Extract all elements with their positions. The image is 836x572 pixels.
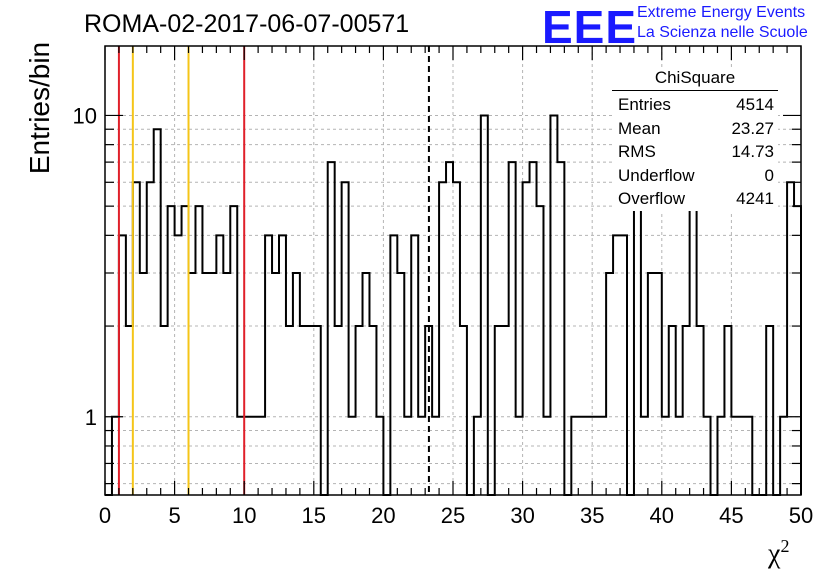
- stats-label: Underflow: [618, 165, 695, 185]
- logo-line-2: La Scienza nelle Scuole: [637, 24, 808, 41]
- x-tick-label: 40: [650, 503, 674, 528]
- y-axis-label: Entries/bin: [24, 41, 55, 175]
- logo-line-1: Extreme Energy Events: [637, 4, 806, 21]
- stats-row-mean: Mean 23.27: [612, 117, 778, 141]
- stats-row-rms: RMS 14.73: [612, 140, 778, 164]
- stats-row-underflow: Underflow 0: [612, 164, 778, 188]
- x-tick-label: 45: [719, 503, 743, 528]
- stats-box: ChiSquare Entries 4514 Mean 23.27 RMS 14…: [612, 68, 778, 211]
- stats-value: 0: [764, 165, 774, 185]
- x-tick-label: 0: [99, 503, 111, 528]
- x-tick-label: 35: [580, 503, 604, 528]
- stats-title: ChiSquare: [612, 68, 778, 91]
- stats-label: RMS: [618, 142, 656, 161]
- stats-row-overflow: Overflow 4241: [612, 187, 778, 211]
- stats-value: 4514: [736, 95, 774, 114]
- x-tick-label: 5: [168, 503, 180, 528]
- stats-row-entries: Entries 4514: [612, 93, 778, 117]
- x-tick-label: 25: [441, 503, 465, 528]
- x-tick-label: 50: [789, 503, 813, 528]
- histogram-outline: [105, 114, 802, 496]
- x-tick-label: 30: [510, 503, 534, 528]
- x-tick-label: 15: [302, 503, 326, 528]
- stats-value: 14.73: [731, 142, 774, 161]
- x-axis-label: χ2: [768, 536, 790, 570]
- run-title: ROMA-02-2017-06-07-00571: [84, 10, 410, 38]
- x-tick-label: 10: [232, 503, 256, 528]
- stats-label: Overflow: [618, 189, 686, 208]
- y-tick-label: 1: [85, 405, 97, 430]
- x-tick-label: 20: [371, 503, 395, 528]
- eee-logo: EEE: [542, 1, 638, 53]
- y-tick-label: 10: [73, 103, 97, 128]
- stats-label: Entries: [618, 95, 671, 114]
- stats-value: 4241: [736, 189, 774, 208]
- stats-label: Mean: [618, 118, 661, 138]
- stats-value: 23.27: [731, 118, 774, 138]
